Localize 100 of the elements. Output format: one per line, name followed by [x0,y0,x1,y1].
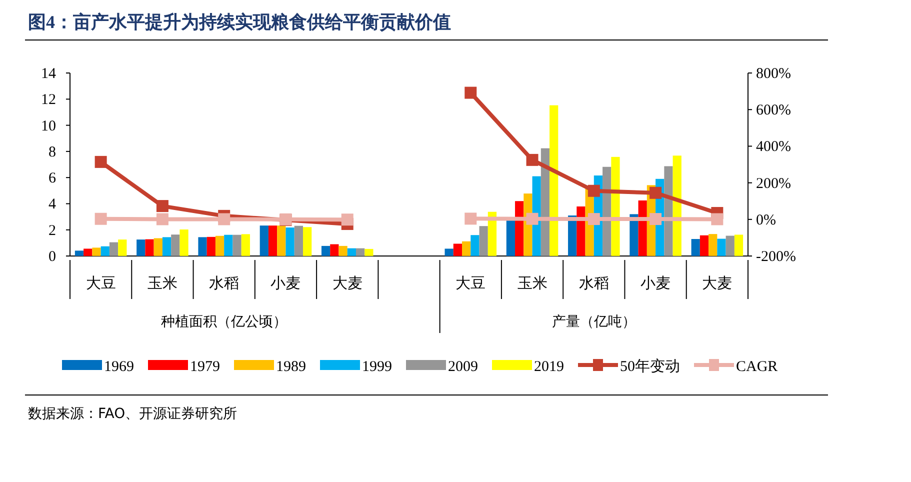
y-tick-label: 10 [41,118,56,134]
chart-title: 图4：亩产水平提升为持续实现粮食供给平衡贡献价值 [28,12,451,32]
y-tick-label: 8 [48,144,56,160]
bar [691,239,700,256]
bar [118,240,127,256]
bar [180,229,188,256]
point [464,86,477,99]
legend-label: CAGR [736,359,778,375]
bar [444,248,454,256]
y-tick-label: 14 [41,66,56,82]
bar [100,246,110,256]
y2-tick-label: 400% [756,139,791,156]
bar [109,242,118,256]
bar [506,220,516,256]
x-tick-label: 大麦 [702,274,732,292]
x-tick-label: 大豆 [86,274,116,292]
legend-label: 1979 [190,359,220,375]
bar [672,156,682,256]
text: 种植面积（亿公顷） [161,314,288,330]
legend-label: 50年变动 [620,358,680,375]
point [526,212,538,225]
legend-label: 1969 [104,359,134,375]
bar [268,226,278,256]
bar [638,200,647,256]
bar [136,240,146,256]
bar [611,156,620,256]
x-tick-label: 玉米 [517,274,548,292]
point [464,212,477,225]
bar [286,228,294,256]
bar [171,234,180,256]
bar [630,214,638,256]
x-tick-label: 小麦 [270,274,301,292]
bar [277,226,286,256]
bar [162,237,172,256]
bar [700,235,709,256]
text: 产量（亿吨） [552,314,636,330]
x-tick-label: 大麦 [332,274,362,292]
bar [734,234,744,256]
bar [515,201,524,256]
x-tick-label: 水稻 [209,274,240,292]
bar [470,235,480,256]
bar [84,248,92,256]
y-tick-label: 0 [48,249,56,265]
bar [330,244,339,256]
bar [356,248,365,256]
point [218,213,230,226]
bar [74,250,84,256]
bar [260,226,268,256]
legend-label: 1999 [362,359,392,375]
point [156,213,168,226]
bar [92,248,101,256]
bar [462,241,471,256]
bar [576,206,586,256]
y-tick-label: 4 [48,196,56,213]
bar [241,234,250,256]
bar [321,246,330,256]
point [156,200,168,212]
bar [550,105,558,256]
bar [198,237,207,256]
point [341,214,354,226]
bar [717,238,726,256]
y2-tick-label: 0% [756,212,776,228]
bar [664,166,673,256]
y-tick-label: 6 [48,170,56,187]
bar [145,239,154,256]
bar [453,244,462,256]
x-tick-label: 小麦 [640,274,671,292]
x-tick-label: 大豆 [456,274,486,292]
point [588,184,600,197]
x-tick-label: 玉米 [147,274,178,292]
y2-tick-label: 800% [756,66,791,82]
y2-tick-label: -200% [756,249,796,265]
y2-tick-label: 200% [756,176,791,192]
y-tick-label: 12 [41,92,56,108]
bar [540,148,550,256]
point [650,213,662,226]
bar [726,236,734,256]
y-tick-label: 2 [48,222,56,239]
bar [154,238,162,256]
bar [708,234,718,256]
legend-label: 1989 [276,359,306,375]
y2-tick-label: 600% [756,102,791,119]
source-note: 数据来源：FAO、开源证券研究所 [28,406,238,422]
point [526,154,538,166]
bar [215,236,224,256]
point [588,213,600,226]
bar [347,248,356,256]
point [94,156,107,168]
bar [364,248,374,256]
bar [338,246,348,256]
point [94,212,107,225]
bar [294,226,303,256]
bar [232,234,242,256]
bar [206,236,216,256]
bar [479,226,488,256]
bar [302,227,312,256]
legend-label: 2009 [448,359,478,375]
legend-label: 2019 [534,359,564,375]
bar [224,234,233,256]
x-tick-label: 水稻 [578,274,609,292]
